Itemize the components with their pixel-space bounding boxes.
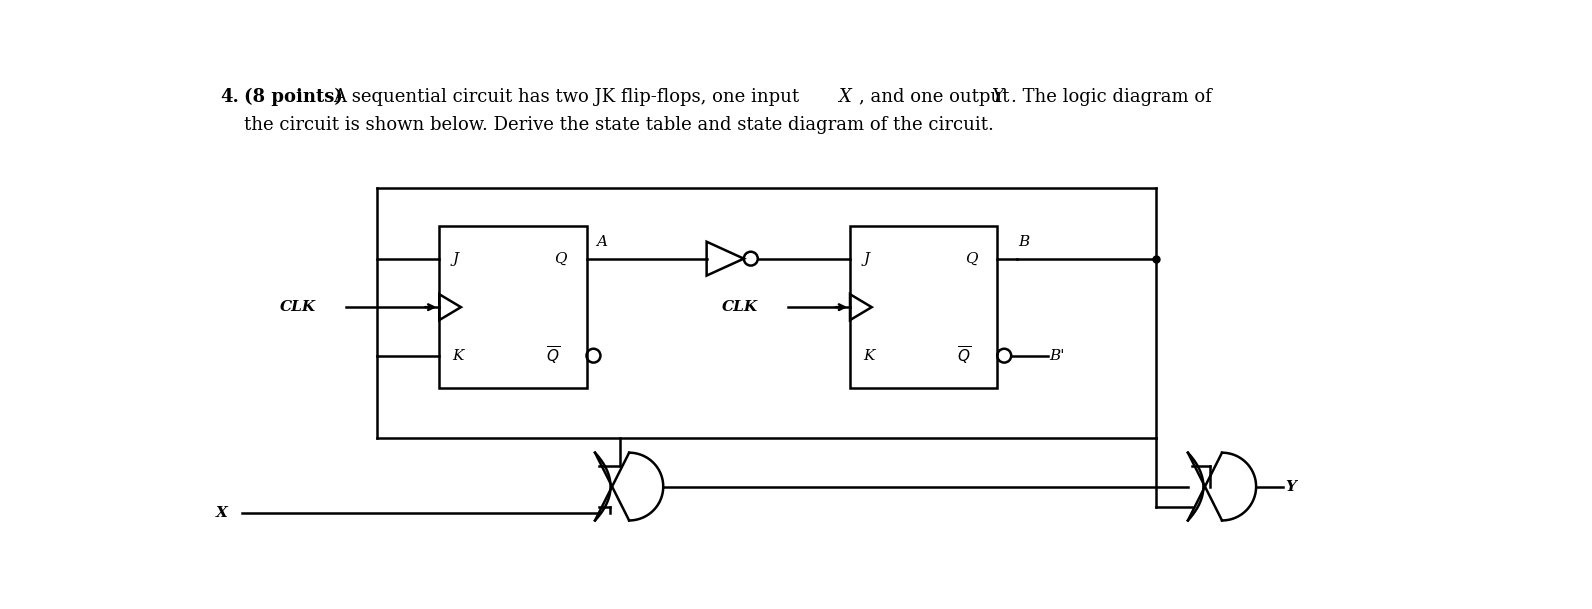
Text: B': B' [1049,349,1065,363]
Text: $\overline{Q}$: $\overline{Q}$ [546,345,560,367]
Text: A: A [595,236,607,250]
Text: A sequential circuit has two JK flip-flops, one input: A sequential circuit has two JK flip-flo… [333,88,806,106]
Text: , and one output: , and one output [860,88,1016,106]
Text: K: K [863,349,874,363]
Text: CLK: CLK [723,300,758,314]
Text: J: J [863,252,869,266]
Text: X: X [839,88,852,106]
Text: Q: Q [965,252,977,266]
Text: K: K [452,349,463,363]
Text: B: B [1019,236,1030,250]
Text: 4.: 4. [221,88,239,106]
Text: . The logic diagram of: . The logic diagram of [1011,88,1212,106]
Text: $\overline{Q}$: $\overline{Q}$ [957,345,971,367]
Bar [850,227,997,388]
Text: Q: Q [554,252,567,266]
Text: CLK: CLK [280,300,317,314]
Text: Y: Y [1285,479,1296,493]
Text: X: X [217,505,228,519]
Text: Y: Y [992,88,1003,106]
Text: (8 points): (8 points) [244,88,342,106]
Text: the circuit is shown below. Derive the state table and state diagram of the circ: the circuit is shown below. Derive the s… [244,116,993,134]
Bar [439,227,586,388]
Text: J: J [452,252,458,266]
